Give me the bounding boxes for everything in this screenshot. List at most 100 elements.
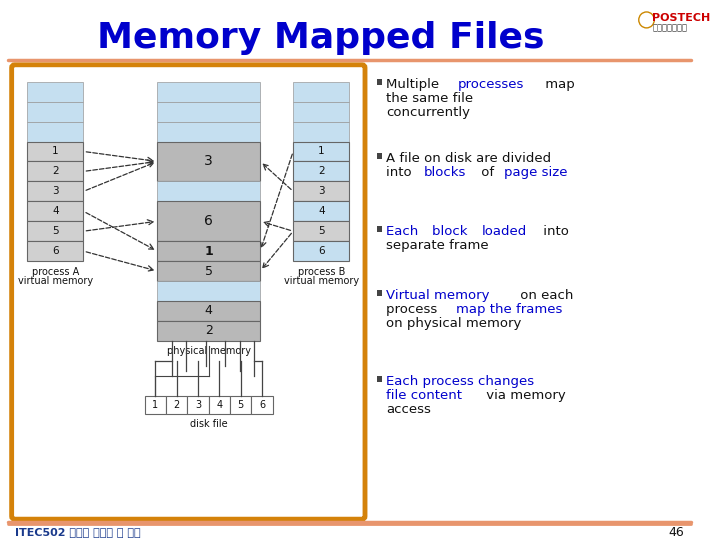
Bar <box>293 82 349 102</box>
Text: 6: 6 <box>259 400 265 409</box>
Text: virtual memory: virtual memory <box>18 276 93 286</box>
Text: 3: 3 <box>204 154 213 168</box>
Text: process A: process A <box>32 267 79 277</box>
Bar <box>157 261 260 281</box>
Bar <box>157 201 260 241</box>
Text: 6: 6 <box>318 246 325 256</box>
Text: Each: Each <box>387 225 423 238</box>
Text: concurrently: concurrently <box>387 106 470 119</box>
Bar <box>377 153 382 159</box>
Text: separate frame: separate frame <box>387 239 489 252</box>
Bar <box>27 241 84 261</box>
Bar <box>27 161 84 181</box>
Text: 3: 3 <box>52 186 58 197</box>
Text: on each: on each <box>516 289 573 302</box>
Text: 4: 4 <box>318 206 325 216</box>
Text: 3: 3 <box>195 400 201 409</box>
Text: Multiple: Multiple <box>387 78 444 91</box>
Text: 2: 2 <box>204 325 212 338</box>
Bar <box>209 396 230 414</box>
Text: 3: 3 <box>318 186 325 197</box>
Bar <box>377 290 382 296</box>
Text: 1: 1 <box>204 245 213 258</box>
Text: virtual memory: virtual memory <box>284 276 359 286</box>
Bar <box>27 122 84 141</box>
Text: POSTECH: POSTECH <box>652 13 711 23</box>
Bar <box>27 221 84 241</box>
Text: 4: 4 <box>216 400 222 409</box>
Bar <box>157 82 260 102</box>
Text: page size: page size <box>503 166 567 179</box>
Bar <box>145 396 166 414</box>
Text: Memory Mapped Files: Memory Mapped Files <box>96 21 544 55</box>
Bar <box>27 102 84 122</box>
Bar <box>27 201 84 221</box>
Bar <box>157 301 260 321</box>
Bar <box>293 221 349 241</box>
Bar <box>293 241 349 261</box>
Bar <box>293 201 349 221</box>
Bar <box>251 396 273 414</box>
Text: loaded: loaded <box>482 225 527 238</box>
Text: 4: 4 <box>52 206 58 216</box>
Text: ITEC502 컴퓨터 시스템 및 실습: ITEC502 컴퓨터 시스템 및 실습 <box>14 527 140 537</box>
Text: 2: 2 <box>52 166 58 177</box>
Text: 6: 6 <box>52 246 58 256</box>
Text: Virtual memory: Virtual memory <box>387 289 490 302</box>
Bar <box>377 79 382 85</box>
Bar <box>27 82 84 102</box>
Bar <box>157 181 260 201</box>
Text: Each process changes: Each process changes <box>387 375 534 388</box>
Bar <box>293 161 349 181</box>
Bar <box>157 241 260 261</box>
Text: 2: 2 <box>174 400 180 409</box>
Bar <box>157 141 260 181</box>
Bar <box>27 141 84 161</box>
Text: physical memory: physical memory <box>167 346 251 356</box>
Text: 5: 5 <box>204 265 212 278</box>
Bar <box>377 376 382 382</box>
Text: 1: 1 <box>52 146 58 157</box>
Bar <box>157 281 260 301</box>
Text: into: into <box>387 166 416 179</box>
Text: on physical memory: on physical memory <box>387 317 522 330</box>
Bar <box>187 396 209 414</box>
Text: 2: 2 <box>318 166 325 177</box>
Bar <box>166 396 187 414</box>
Text: of: of <box>477 166 498 179</box>
Bar <box>377 226 382 232</box>
FancyBboxPatch shape <box>12 65 365 519</box>
Text: blocks: blocks <box>424 166 466 179</box>
Text: 6: 6 <box>204 214 213 228</box>
Bar <box>157 321 260 341</box>
Bar <box>27 181 84 201</box>
Text: the same file: the same file <box>387 92 474 105</box>
Text: access: access <box>387 403 431 416</box>
Text: 1: 1 <box>318 146 325 157</box>
Bar <box>293 102 349 122</box>
Bar <box>293 181 349 201</box>
Bar <box>293 122 349 141</box>
Text: 5: 5 <box>318 226 325 236</box>
Text: 5: 5 <box>52 226 58 236</box>
Text: map: map <box>541 78 575 91</box>
Text: disk file: disk file <box>190 418 228 429</box>
Text: A file on disk are divided: A file on disk are divided <box>387 152 552 165</box>
Text: map the frames: map the frames <box>456 303 562 316</box>
Text: into: into <box>539 225 568 238</box>
Bar <box>157 122 260 141</box>
Text: 5: 5 <box>238 400 244 409</box>
Text: file content: file content <box>387 389 462 402</box>
Text: 1: 1 <box>152 400 158 409</box>
Bar <box>293 141 349 161</box>
Text: 4: 4 <box>204 305 212 318</box>
Text: processes: processes <box>458 78 525 91</box>
Text: via memory: via memory <box>482 389 565 402</box>
Text: 포항공과대학교: 포항공과대학교 <box>652 23 688 32</box>
Bar <box>157 102 260 122</box>
Text: 46: 46 <box>669 525 685 538</box>
Text: block: block <box>432 225 472 238</box>
Text: process B: process B <box>297 267 345 277</box>
Text: process: process <box>387 303 442 316</box>
Bar <box>230 396 251 414</box>
